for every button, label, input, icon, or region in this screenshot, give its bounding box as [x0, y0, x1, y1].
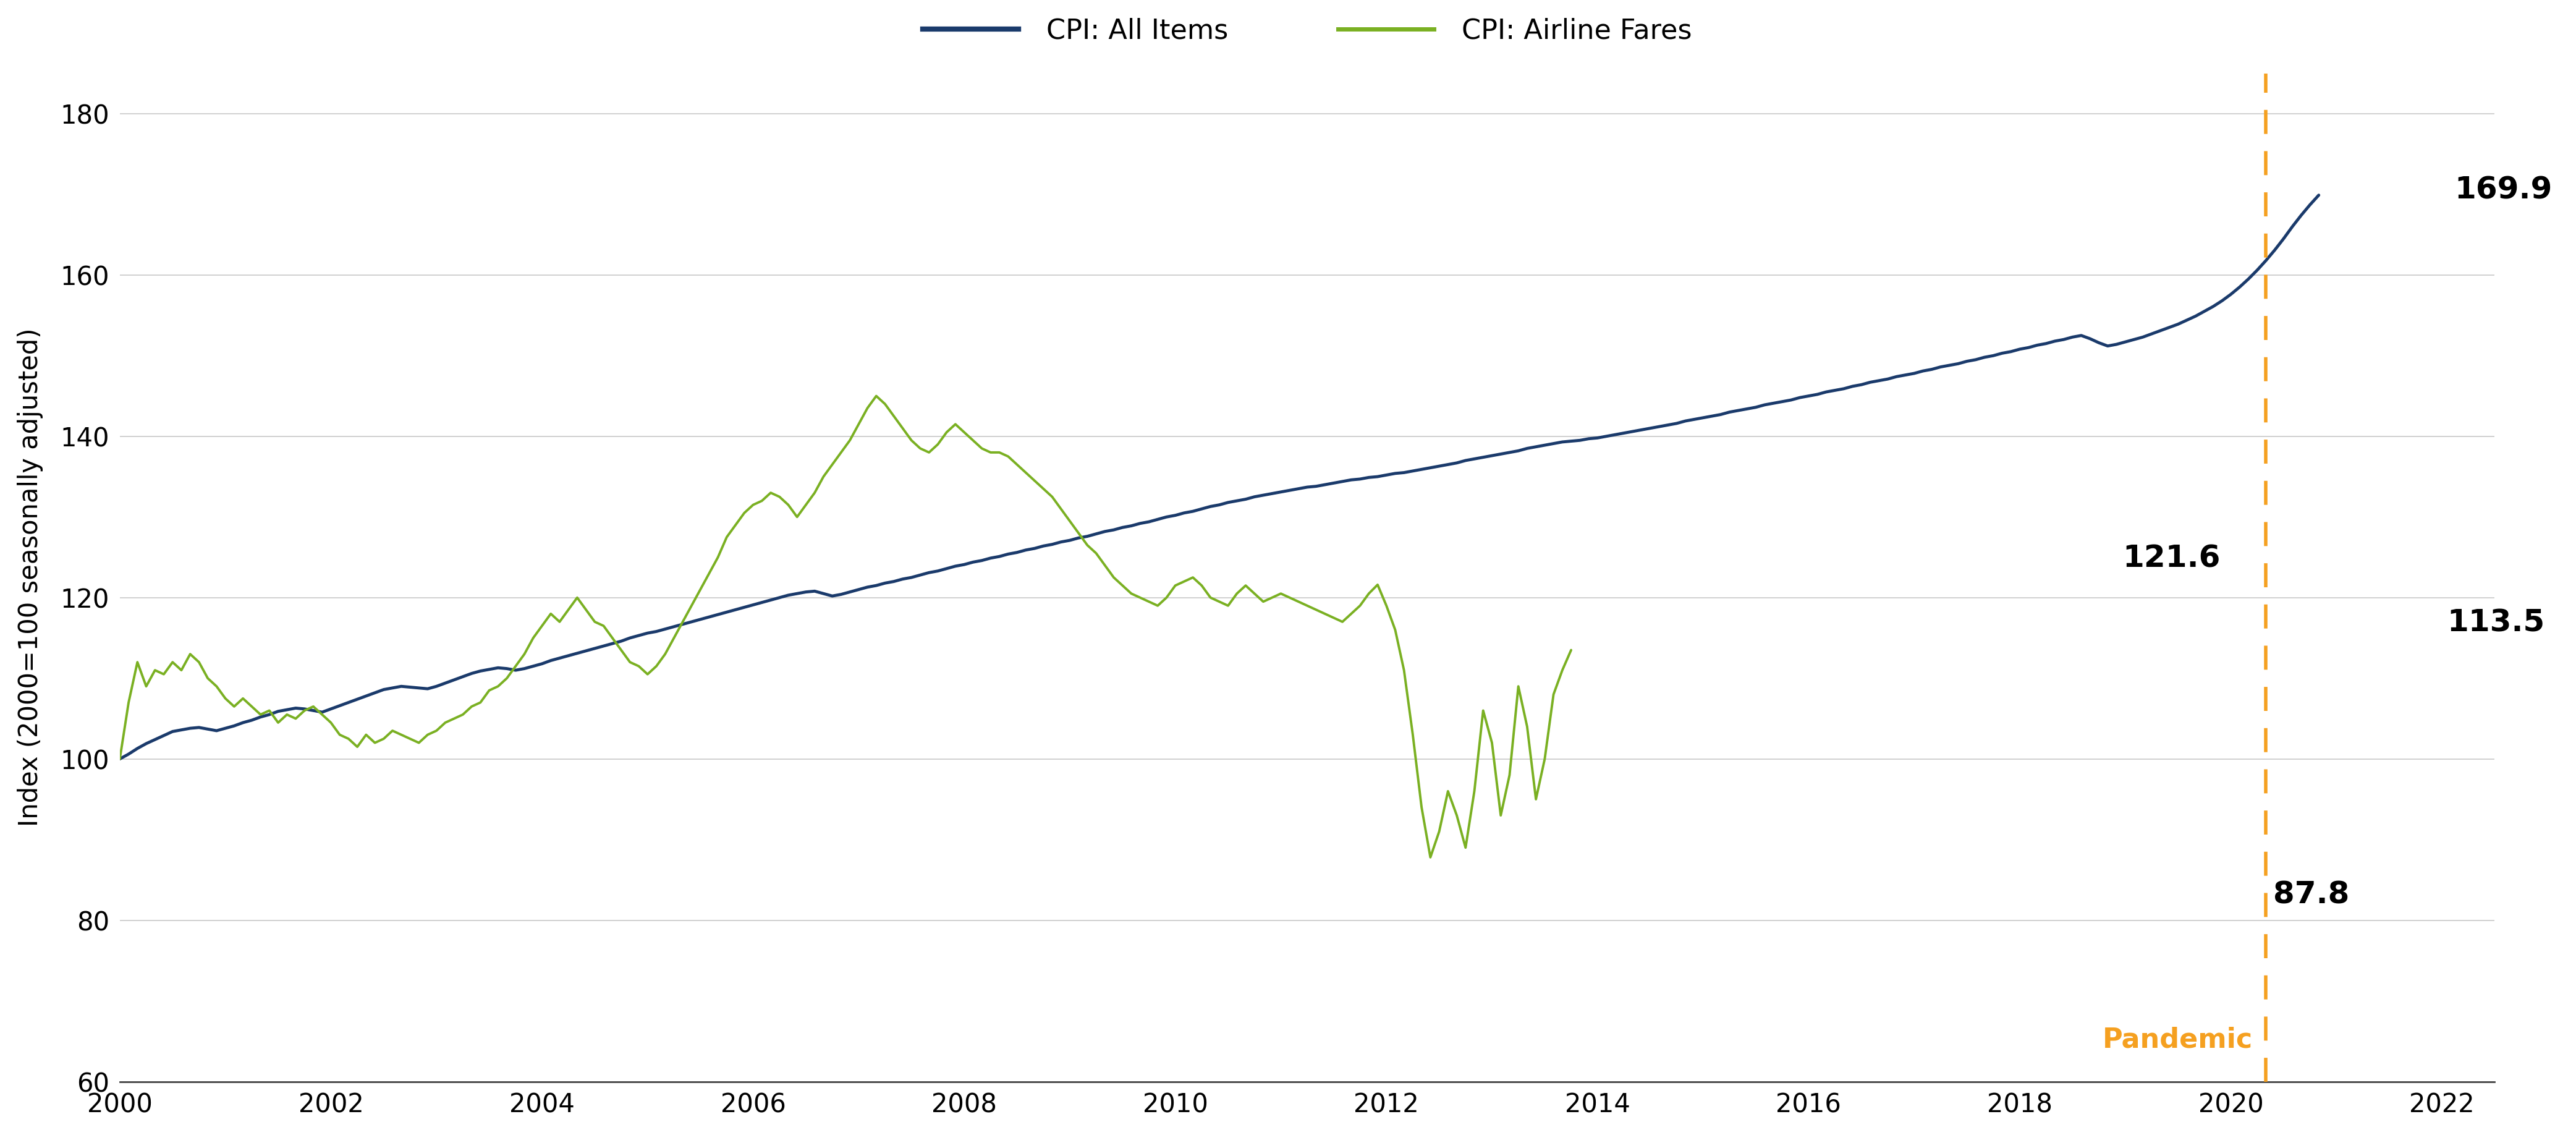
Text: 113.5: 113.5 — [2447, 608, 2545, 638]
Text: Pandemic: Pandemic — [2102, 1027, 2254, 1053]
Text: 121.6: 121.6 — [2123, 544, 2221, 573]
Text: 87.8: 87.8 — [2272, 880, 2349, 909]
Text: 169.9: 169.9 — [2455, 176, 2553, 205]
Legend: CPI: All Items, CPI: Airline Fares: CPI: All Items, CPI: Airline Fares — [912, 7, 1703, 54]
Y-axis label: Index (2000=100 seasonally adjusted): Index (2000=100 seasonally adjusted) — [18, 328, 44, 826]
